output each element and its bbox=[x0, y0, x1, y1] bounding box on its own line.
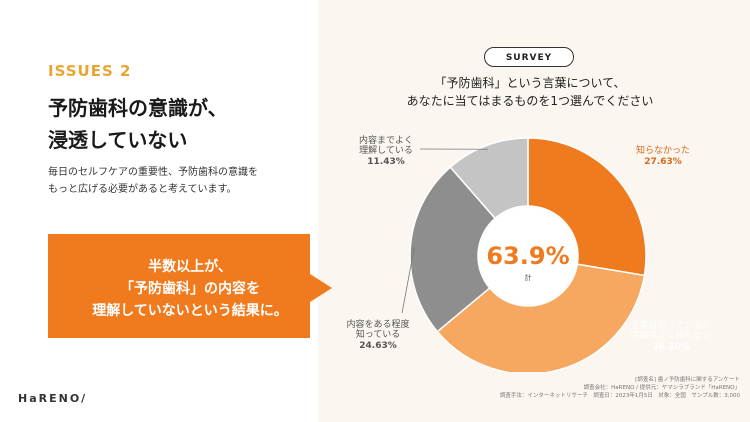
center-value: 63.9% bbox=[486, 242, 569, 270]
callout-box: 半数以上が、 「予防歯科」の内容を 理解していないという結果に。 bbox=[48, 234, 332, 338]
footnote-line2: 調査会社：HaRENO / 提供元：ヤマシラブランド「HaRENO」 bbox=[583, 385, 740, 391]
callout-line3: 理解していないという結果に。 bbox=[92, 303, 288, 319]
slice-label-2: 言葉は知っているが内容はよく知らない 36.30% bbox=[630, 319, 711, 352]
donut-chart: 知らなかった 27.63% 言葉は知っているが内容はよく知らない 36.30% 内容をあ… bbox=[346, 134, 712, 372]
callout-text: 半数以上が、 「予防歯科」の内容を 理解していないという結果に。 bbox=[48, 256, 332, 322]
donut-slice-1 bbox=[527, 137, 647, 277]
question-line2: あなたに当てはまるものを1つ選んでください bbox=[406, 94, 654, 108]
slice-label-3: 内容をある程度知っている 24.63% bbox=[346, 318, 409, 351]
callout-line1: 半数以上が、 bbox=[148, 259, 232, 275]
footnote-line1: [調査名] 歯ノ予防歯科に関するアンケート bbox=[635, 377, 740, 383]
description: 毎日のセルフケアの重要性、予防歯科の意識を もっと広げる必要があると考えています… bbox=[48, 164, 258, 198]
callout-line2: 「予防歯科」の内容を bbox=[120, 281, 260, 297]
issue-label: ISSUES 2 bbox=[48, 62, 132, 80]
survey-question: 「予防歯科」という言葉について、 あなたに当てはまるものを1つ選んでください bbox=[350, 74, 710, 110]
slice-label-1: 知らなかった 27.63% bbox=[636, 144, 690, 167]
description-line1: 毎日のセルフケアの重要性、予防歯科の意識を bbox=[48, 167, 258, 178]
survey-badge: SURVEY bbox=[484, 47, 574, 67]
description-line2: もっと広げる必要があると考えています。 bbox=[48, 184, 237, 195]
footnotes: [調査名] 歯ノ予防歯科に関するアンケート 調査会社：HaRENO / 提供元：… bbox=[400, 376, 740, 400]
donut-slice-3 bbox=[409, 166, 497, 333]
leader-line-3 bbox=[401, 246, 415, 314]
center-sub-label: 計 bbox=[525, 273, 532, 282]
headline-line2: 浸透していない bbox=[48, 128, 188, 152]
donut-slice-4 bbox=[449, 137, 529, 220]
headline-line1: 予防歯科の意識が、 bbox=[48, 96, 228, 120]
question-line1: 「予防歯科」という言葉について、 bbox=[434, 76, 626, 90]
donut-center bbox=[479, 207, 577, 305]
page-title: 予防歯科の意識が、 浸透していない bbox=[48, 92, 228, 156]
callout-shape bbox=[48, 234, 332, 338]
donut-slice-2 bbox=[436, 263, 646, 372]
brand-logo: HaRENO/ bbox=[18, 392, 88, 405]
slice-label-4: 内容までよく理解している 11.43% bbox=[359, 134, 413, 167]
footnote-line3: 調査手法：インターネットリサーチ 調査日：2023年1月5日 対象：全国 サンプ… bbox=[499, 393, 740, 399]
